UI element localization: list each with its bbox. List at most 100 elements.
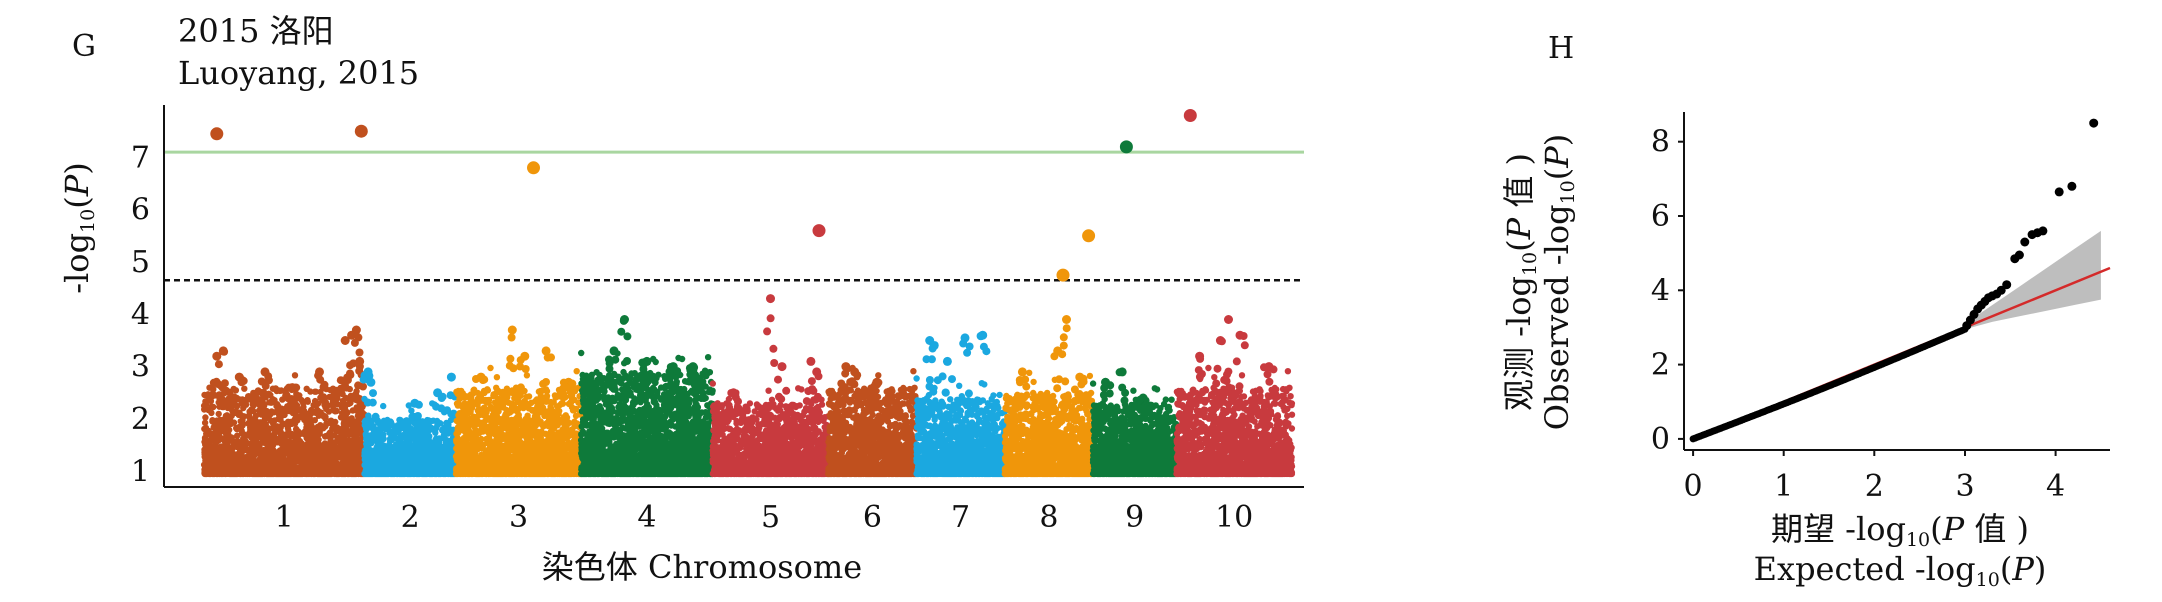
y-tick-label-1: 1 (131, 454, 150, 489)
peak-neighbor-point-chr10-4-3 (1269, 365, 1278, 374)
peak-neighbor-point-chr1-2-3 (238, 377, 247, 386)
peak-point-chr5-1 (766, 294, 775, 304)
peak-neighbor-point-chr5-2-3 (775, 392, 783, 401)
peak-neighbor-point-chr1-1-0 (220, 347, 229, 356)
peak-neighbor-point-chr10-3-2 (1232, 357, 1241, 366)
significant-point-chr9-0 (1119, 140, 1133, 154)
significant-point-chr10-0 (1183, 109, 1197, 122)
significant-point-chr1-0 (210, 127, 224, 141)
peak-neighbor-point-chr1-3-2 (264, 376, 273, 385)
peak-neighbor-point-chr10-3-1 (1239, 332, 1248, 340)
peak-point-chr4-0 (609, 346, 619, 356)
y-tick-label-5: 5 (131, 245, 150, 280)
peak-neighbor-point-chr8-0-1 (1022, 382, 1031, 391)
peak-neighbor-point-chr1-7-1 (346, 361, 355, 370)
peak-neighbor-point-chr5-1-3 (763, 327, 772, 336)
x-tick-labels: 1 2 3 4 5 6 7 8 9 10 (275, 500, 1254, 535)
qq-x-tick-label-2: 2 (1865, 469, 1884, 504)
qq-point-19 (2089, 118, 2099, 128)
peak-neighbor-point-chr10-2-3 (1222, 377, 1231, 386)
peak-neighbor-point-chr9-1-2 (1120, 396, 1129, 405)
peak-point-chr5-2 (777, 362, 787, 372)
peak-point-chr10-2 (1224, 315, 1233, 324)
peak-neighbor-point-chr3-4-2 (568, 379, 577, 388)
chart-title-cn: 2015 洛阳 (178, 12, 334, 50)
peak-point-chr1-9 (355, 356, 365, 366)
qq-x-tick-label-4: 4 (2046, 469, 2065, 504)
significant-point-chr3-0 (527, 161, 540, 175)
peak-neighbor-point-chr3-1-3 (509, 364, 518, 373)
peak-neighbor-point-chr4-1-1 (623, 357, 631, 365)
y-axis-label: -log10(P) (58, 162, 99, 293)
chromosome-10-points (1173, 364, 1296, 478)
peak-neighbor-point-chr2-4-1 (443, 406, 452, 415)
peak-point-chr3-1 (507, 325, 517, 335)
peak-neighbor-point-chr9-1-1 (1121, 388, 1130, 397)
peak-neighbor-point-chr5-1-0 (766, 314, 775, 323)
peak-neighbor-point-chr7-1-1 (925, 376, 934, 384)
qq-point-9 (1996, 285, 2006, 295)
peak-neighbor-point-chr7-2-2 (941, 388, 950, 397)
peak-neighbor-point-chr9-0-1 (1100, 384, 1109, 392)
significant-points (210, 109, 1197, 282)
peak-point-chr5-3 (806, 356, 816, 366)
peak-neighbor-point-chr8-3-3 (1070, 385, 1079, 394)
y-tick-label-6: 6 (131, 193, 150, 228)
peak-neighbor-point-chr5-4-2 (813, 392, 822, 401)
peak-neighbor-point-chr3-0-1 (472, 375, 480, 383)
peak-neighbor-point-chr7-4-2 (982, 347, 991, 356)
significant-point-chr8-1 (1082, 229, 1096, 243)
confidence-band-area (1965, 230, 2101, 330)
peak-neighbor-point-chr5-4-1 (814, 372, 823, 381)
qq-point-12 (2014, 250, 2024, 260)
x-tick-label-5: 5 (761, 500, 780, 535)
peak-neighbor-point-chr10-1-2 (1212, 379, 1221, 388)
peak-neighbor-point-chr6-1-2 (848, 377, 857, 386)
manhattan-points (200, 294, 1296, 478)
peak-neighbor-point-chr8-1-3 (1053, 384, 1062, 393)
confidence-band (1965, 230, 2101, 330)
peak-neighbor-point-chr2-1-3 (371, 412, 380, 421)
peak-point-chr3-3 (541, 346, 551, 356)
peak-neighbor-point-chr4-3-3 (665, 367, 674, 376)
peak-neighbor-point-chr2-2-3 (414, 400, 423, 409)
peak-neighbor-point-chr4-1-3 (617, 327, 626, 336)
peak-neighbor-point-chr7-4-3 (976, 332, 985, 341)
peak-neighbor-point-chr7-1-3 (927, 355, 936, 364)
chromosome-2-points (361, 395, 460, 478)
qq-point-17 (2054, 187, 2064, 197)
peak-neighbor-point-chr1-9-2 (354, 381, 363, 390)
x-tick-label-6: 6 (863, 500, 882, 535)
qq-point-18 (2067, 181, 2077, 191)
chromosome-6-points (825, 364, 920, 478)
peak-neighbor-point-chr5-3-2 (802, 397, 811, 406)
peak-neighbor-point-chr10-3-3 (1240, 341, 1249, 350)
peak-neighbor-point-chr9-2-3 (1136, 395, 1145, 404)
peak-neighbor-point-chr8-1-0 (1055, 375, 1064, 384)
peak-neighbor-point-chr7-3-0 (964, 389, 973, 398)
x-tick-label-1: 1 (275, 500, 294, 535)
y-tick-labels: 1 2 3 4 5 6 7 (131, 140, 150, 489)
peak-neighbor-point-chr1-5-3 (314, 371, 323, 380)
chromosome-7-points (913, 375, 1008, 478)
peak-point-chr1-6 (340, 336, 350, 345)
qq-x-tick-label-1: 1 (1774, 469, 1793, 504)
qq-point-10 (2002, 280, 2012, 290)
peak-neighbor-point-chr8-0-3 (1021, 375, 1030, 384)
peak-neighbor-point-chr2-3-3 (438, 392, 447, 401)
peak-neighbor-point-chr4-2-3 (639, 365, 648, 374)
chart-title-en: Luoyang, 2015 (178, 54, 419, 92)
significant-point-chr1-1 (354, 124, 368, 138)
peak-neighbor-point-chr7-2-3 (948, 375, 956, 384)
panel-label-g: G (72, 29, 96, 64)
peak-neighbor-point-chr2-2-2 (413, 412, 422, 420)
chromosome-4-points (577, 349, 716, 478)
peak-neighbor-point-chr5-1-2 (770, 359, 779, 367)
qq-y-tick-label-4: 4 (1651, 273, 1670, 308)
qq-x-axis-label-en: Expected -log10(P) (1754, 550, 2047, 591)
peak-neighbor-point-chr1-7-3 (346, 370, 355, 379)
chromosome-1-points (200, 368, 368, 478)
qq-y-tick-labels: 0 2 4 6 8 (1651, 125, 1684, 457)
peak-neighbor-point-chr8-2-1 (1062, 324, 1071, 333)
